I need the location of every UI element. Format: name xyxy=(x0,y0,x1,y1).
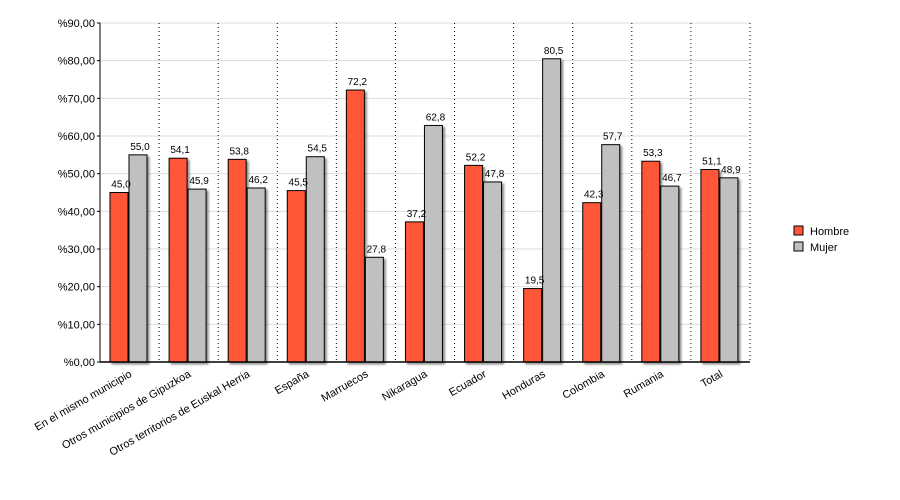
bar xyxy=(227,158,247,363)
bar xyxy=(345,89,365,363)
value-label: 62,8 xyxy=(426,112,446,123)
value-label: 19,5 xyxy=(525,276,545,287)
bar xyxy=(305,156,325,363)
bar xyxy=(641,160,661,363)
value-label: 37,2 xyxy=(407,209,427,220)
value-label: 45,9 xyxy=(189,176,209,187)
x-tick-label: Ecuador xyxy=(447,368,489,399)
x-tick-label: En el mismo municipio xyxy=(33,368,134,433)
y-tick-label: %30,00 xyxy=(58,244,95,256)
legend-swatch xyxy=(793,225,804,236)
value-label: 45,0 xyxy=(111,180,131,191)
x-tick-label: Rumania xyxy=(622,368,667,401)
value-label: 53,3 xyxy=(643,148,663,159)
y-tick-label: %20,00 xyxy=(58,282,95,294)
x-tick-label: Colombia xyxy=(561,368,608,402)
x-tick-label: España xyxy=(273,368,312,397)
bar xyxy=(660,185,680,363)
value-label: 48,9 xyxy=(721,165,741,176)
value-label: 47,8 xyxy=(485,169,505,180)
value-label: 27,8 xyxy=(367,244,387,255)
bar xyxy=(423,124,443,363)
legend-swatch xyxy=(793,241,804,252)
value-label: 51,1 xyxy=(702,157,722,168)
value-label: 52,2 xyxy=(466,152,486,163)
bar xyxy=(364,256,384,363)
legend-label: Hombre xyxy=(810,226,849,238)
y-tick-label: %80,00 xyxy=(58,56,95,68)
bar xyxy=(700,169,720,363)
value-label: 46,7 xyxy=(662,173,682,184)
bar xyxy=(404,221,424,363)
bar xyxy=(582,202,602,363)
x-tick-label: Total xyxy=(699,368,725,390)
y-tick-label: %70,00 xyxy=(58,93,95,105)
bar xyxy=(109,192,129,363)
value-label: 45,5 xyxy=(289,178,309,189)
bar xyxy=(483,181,503,363)
x-tick-label: Honduras xyxy=(500,368,548,402)
x-tick-label: Nikaragua xyxy=(380,368,430,404)
value-label: 80,5 xyxy=(544,46,564,57)
y-tick-label: %40,00 xyxy=(58,206,95,218)
bar xyxy=(523,288,543,363)
bar xyxy=(719,177,739,363)
x-tick-label: Marruecos xyxy=(319,368,370,405)
bar xyxy=(246,187,266,363)
y-tick-label: %60,00 xyxy=(58,131,95,143)
y-tick-label: %10,00 xyxy=(58,319,95,331)
bar xyxy=(601,144,621,363)
value-label: 55,0 xyxy=(130,142,150,153)
value-label: 54,5 xyxy=(308,144,328,155)
value-label: 54,1 xyxy=(170,145,190,156)
bar xyxy=(464,164,484,363)
bar xyxy=(286,190,306,363)
y-tick-label: %0,00 xyxy=(64,357,95,369)
y-tick-label: %90,00 xyxy=(58,18,95,30)
bar xyxy=(542,58,562,363)
value-label: 46,2 xyxy=(248,175,268,186)
value-label: 72,2 xyxy=(348,77,368,88)
y-tick-label: %50,00 xyxy=(58,169,95,181)
legend-label: Mujer xyxy=(810,242,838,254)
value-label: 42,3 xyxy=(584,190,604,201)
bar xyxy=(128,154,148,363)
bar xyxy=(168,157,188,363)
bar xyxy=(187,188,207,363)
value-label: 53,8 xyxy=(229,146,249,157)
value-label: 57,7 xyxy=(603,132,623,143)
